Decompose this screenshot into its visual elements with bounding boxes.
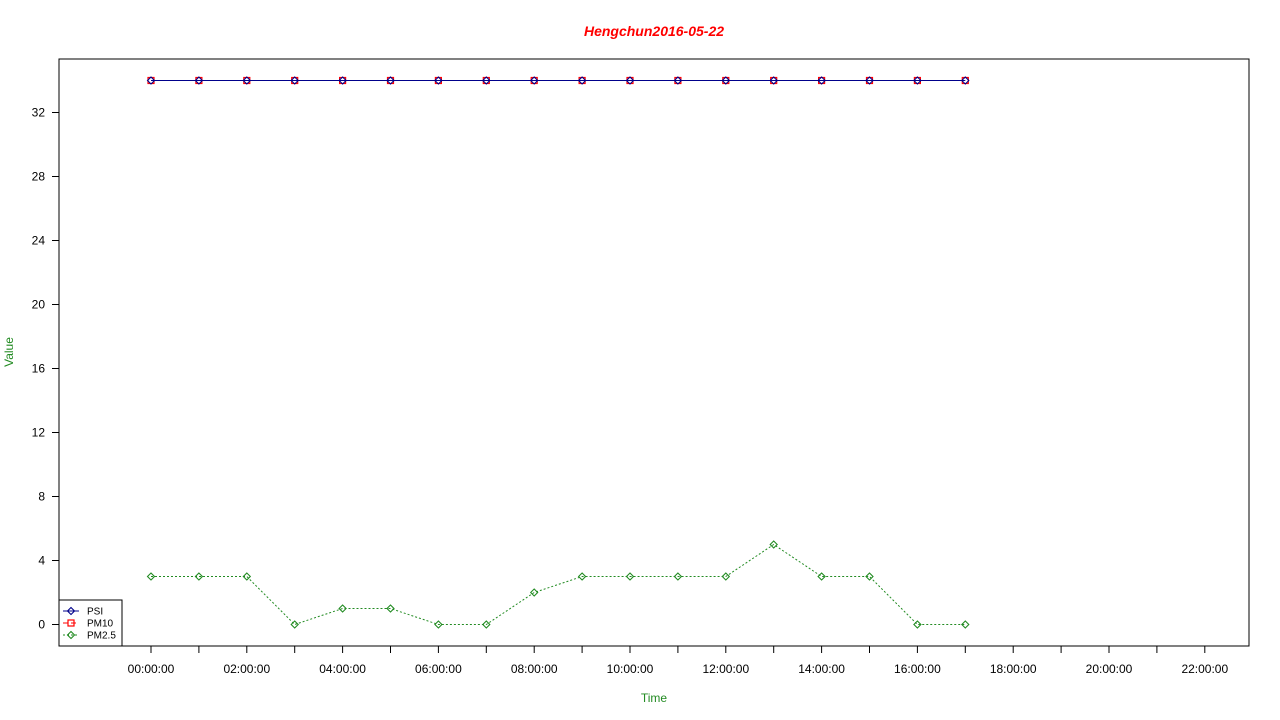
- data-point: [913, 76, 922, 85]
- series-psi: [146, 76, 970, 85]
- data-point: [482, 76, 491, 85]
- data-point: [961, 620, 970, 629]
- x-tick-label: 14:00:00: [798, 662, 845, 676]
- data-point: [338, 76, 347, 85]
- data-point: [338, 604, 347, 613]
- legend-label: PSI: [87, 607, 103, 618]
- y-tick-label: 20: [32, 298, 46, 312]
- x-tick-label: 16:00:00: [894, 662, 941, 676]
- data-point: [721, 76, 731, 85]
- x-tick-label: 00:00:00: [128, 662, 175, 676]
- data-point: [721, 572, 731, 581]
- legend-item: PM2.5: [63, 631, 116, 642]
- y-tick-label: 0: [38, 618, 45, 632]
- legend-item: PM10: [63, 619, 114, 630]
- data-point: [242, 76, 252, 85]
- plot-area: [58, 58, 1250, 647]
- x-tick-label: 06:00:00: [415, 662, 462, 676]
- data-point: [865, 572, 874, 581]
- data-point: [817, 76, 826, 85]
- data-point: [673, 76, 683, 85]
- data-point: [386, 604, 395, 613]
- data-point: [290, 76, 299, 85]
- data-point: [529, 76, 539, 85]
- legend-box: [58, 599, 123, 647]
- x-axis: 00:00:00 02:00:00 04:00:00 06:00:00 08:00:00…: [128, 645, 1228, 676]
- data-point: [290, 620, 299, 629]
- x-axis-label: Time: [641, 691, 668, 705]
- data-point: [913, 620, 922, 629]
- x-tick-label: 02:00:00: [223, 662, 270, 676]
- data-point: [577, 572, 587, 581]
- data-point: [146, 572, 156, 581]
- data-point: [434, 76, 443, 85]
- legend-marker: [66, 630, 76, 640]
- y-tick-label: 32: [32, 106, 46, 120]
- y-tick-label: 8: [38, 490, 45, 504]
- legend-item: PSI: [63, 607, 103, 618]
- x-tick-label: 12:00:00: [702, 662, 749, 676]
- data-point: [386, 76, 395, 85]
- y-axis: 0 4 8 12 16 20 24 28 32: [32, 106, 60, 632]
- legend-label: PM2.5: [87, 631, 116, 642]
- chart-title: Hengchun2016-05-22: [584, 23, 724, 39]
- data-point: [625, 76, 635, 85]
- data-point: [865, 76, 874, 85]
- data-point: [194, 76, 204, 85]
- y-tick-label: 4: [38, 554, 45, 568]
- y-tick-label: 24: [32, 234, 46, 248]
- legend-label: PM10: [87, 619, 114, 630]
- series-layer: [146, 76, 970, 629]
- series-pm25: [146, 540, 970, 629]
- x-tick-label: 10:00:00: [607, 662, 654, 676]
- data-point: [146, 76, 156, 85]
- data-point: [961, 76, 970, 85]
- y-tick-label: 16: [32, 362, 46, 376]
- data-point: [242, 572, 252, 581]
- data-point: [769, 540, 778, 549]
- legend-marker: [66, 606, 76, 616]
- series-line: [151, 543, 966, 626]
- data-point: [434, 620, 443, 629]
- x-tick-label: 20:00:00: [1086, 662, 1133, 676]
- y-axis-label: Value: [2, 337, 16, 367]
- legend-marker: [67, 619, 75, 627]
- data-point: [482, 620, 491, 629]
- data-point: [817, 572, 826, 581]
- data-point: [625, 572, 635, 581]
- data-point: [769, 76, 778, 85]
- x-tick-label: 18:00:00: [990, 662, 1037, 676]
- x-tick-label: 22:00:00: [1181, 662, 1228, 676]
- x-tick-label: 08:00:00: [511, 662, 558, 676]
- data-point: [194, 572, 204, 581]
- y-tick-label: 12: [32, 426, 46, 440]
- y-tick-label: 28: [32, 170, 46, 184]
- data-point: [577, 76, 587, 85]
- x-tick-label: 04:00:00: [319, 662, 366, 676]
- data-point: [673, 572, 683, 581]
- data-point: [529, 588, 539, 597]
